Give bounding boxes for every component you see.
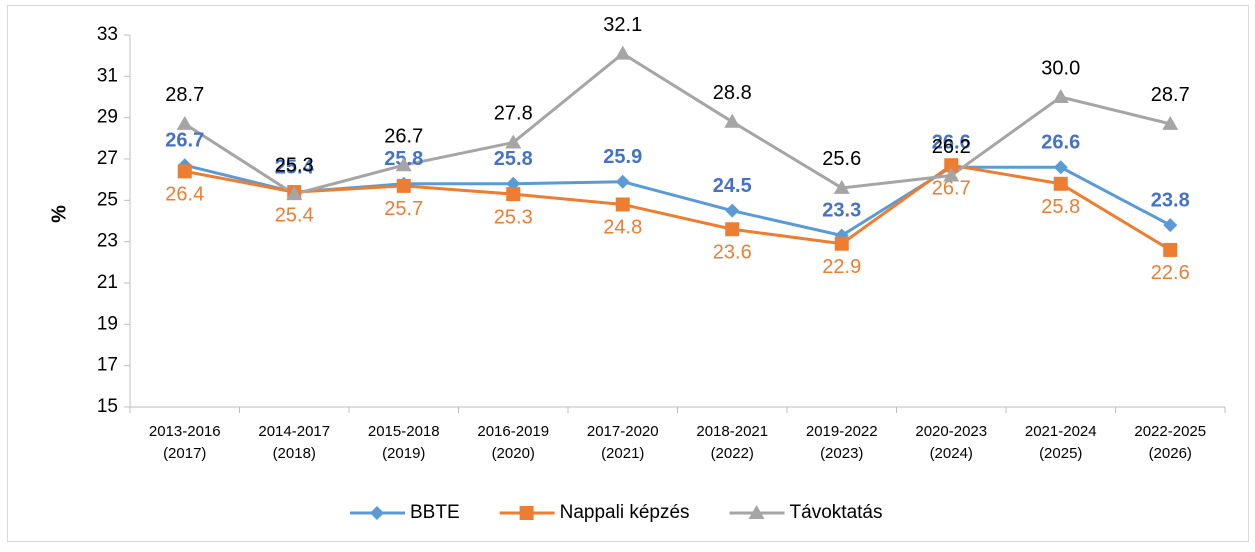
y-tick-label: 27 [97,148,118,169]
data-label: 23.8 [1151,189,1190,211]
marker [370,506,384,520]
x-tick-label: 2018-2021 (2022) [696,423,768,462]
x-tick-label: 2022-2025 (2026) [1134,423,1206,462]
data-label: 24.8 [603,217,642,239]
marker [1163,242,1178,257]
marker [725,203,740,218]
y-axis-label: % [48,205,70,223]
data-label: 25.3 [275,154,314,176]
series-line [184,163,1172,252]
marker [1053,160,1068,175]
data-label: 22.6 [1151,262,1190,284]
y-tick-label: 21 [97,272,118,293]
data-label: 25.8 [494,148,533,170]
data-label: 25.8 [1041,196,1080,218]
marker [834,236,849,251]
data-label: 28.8 [713,82,752,104]
marker [1163,218,1178,233]
data-label: 30.0 [1041,57,1080,79]
data-label: 25.4 [275,204,314,226]
marker [748,505,765,519]
marker [176,115,193,130]
marker [506,187,521,202]
marker [1053,176,1068,191]
data-label: 22.9 [822,256,861,278]
x-tick-label: 2021-2024 (2025) [1025,423,1097,462]
x-tick-label: 2019-2022 (2023) [806,423,878,462]
marker [615,174,630,189]
marker [725,222,740,237]
series-line [183,51,1171,196]
x-tick-label: 2016-2019 (2020) [477,423,549,462]
legend-label: BBTE [410,502,460,523]
x-tick-label: 2015-2018 (2019) [368,423,440,462]
data-label: 24.5 [713,175,752,197]
data-label: 26.6 [932,132,971,154]
marker [833,179,850,194]
y-tick-label: 15 [97,396,118,417]
data-label: 23.6 [713,242,752,264]
y-tick-label: 23 [97,231,118,252]
marker [395,157,412,172]
data-label: 25.4 [275,156,315,178]
marker [177,164,192,179]
marker [614,45,631,60]
x-tick-label: 2013-2016 (2017) [149,423,221,462]
data-label: 26.2 [932,136,971,158]
x-tick-label: 2020-2023 (2024) [915,423,987,462]
legend-label: Távoktatás [790,502,883,523]
y-tick-label: 17 [97,355,118,376]
data-label: 25.6 [822,148,861,170]
x-tick-label: 2014-2017 (2018) [258,423,330,462]
marker [943,167,960,182]
data-label: 26.7 [165,129,204,151]
data-label: 28.7 [1151,84,1190,106]
data-label: 26.6 [1041,132,1080,154]
marker [944,158,959,173]
data-label: 23.3 [822,200,861,222]
marker [396,178,411,193]
chart-border [7,5,1249,542]
data-label: 26.7 [384,125,423,147]
data-label: 25.3 [494,206,533,228]
marker [1052,89,1069,103]
y-tick-label: 25 [97,189,118,210]
data-label: 26.4 [165,184,204,206]
y-tick-label: 33 [97,24,118,45]
y-tick-label: 31 [97,65,118,86]
marker [724,113,741,128]
data-label: 28.7 [165,84,204,106]
data-label: 25.9 [603,146,642,168]
data-label: 27.8 [494,103,533,125]
y-tick-label: 29 [97,107,118,128]
marker [615,197,630,212]
marker [505,134,522,149]
marker [1162,115,1179,130]
x-tick-label: 2017-2020 (2021) [587,423,659,462]
legend-label: Nappali képzés [560,502,690,523]
y-tick-label: 19 [97,313,118,334]
data-label: 26.7 [932,177,971,199]
marker [519,506,534,520]
marker [286,186,303,201]
data-label: 32.1 [603,14,642,36]
data-label: 25.7 [384,198,423,220]
